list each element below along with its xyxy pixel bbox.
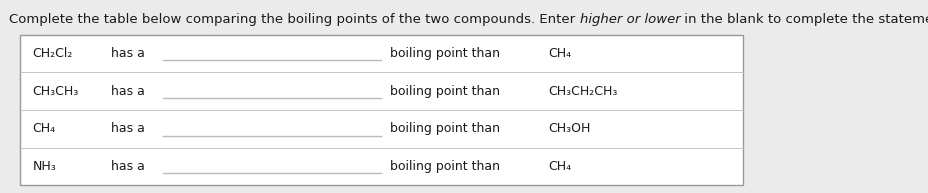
Text: CH₄: CH₄ (32, 122, 56, 135)
Text: CH₃OH: CH₃OH (548, 122, 590, 135)
Text: CH₂Cl₂: CH₂Cl₂ (32, 47, 72, 60)
Text: has a: has a (111, 160, 145, 173)
Text: boiling point than: boiling point than (390, 47, 499, 60)
Text: CH₃CH₃: CH₃CH₃ (32, 85, 79, 98)
Text: in the blank to complete the statement correctly.: in the blank to complete the statement c… (679, 13, 928, 25)
Text: boiling point than: boiling point than (390, 160, 499, 173)
Text: boiling point than: boiling point than (390, 122, 499, 135)
Text: has a: has a (111, 85, 145, 98)
Text: boiling point than: boiling point than (390, 85, 499, 98)
Text: CH₃CH₂CH₃: CH₃CH₂CH₃ (548, 85, 617, 98)
Bar (20, 35, 742, 185)
Text: CH₄: CH₄ (548, 160, 571, 173)
Text: NH₃: NH₃ (32, 160, 57, 173)
Text: has a: has a (111, 122, 145, 135)
Text: has a: has a (111, 47, 145, 60)
Text: Complete the table below comparing the boiling points of the two compounds. Ente: Complete the table below comparing the b… (9, 13, 579, 25)
Text: higher or lower: higher or lower (579, 13, 679, 25)
Text: CH₄: CH₄ (548, 47, 571, 60)
